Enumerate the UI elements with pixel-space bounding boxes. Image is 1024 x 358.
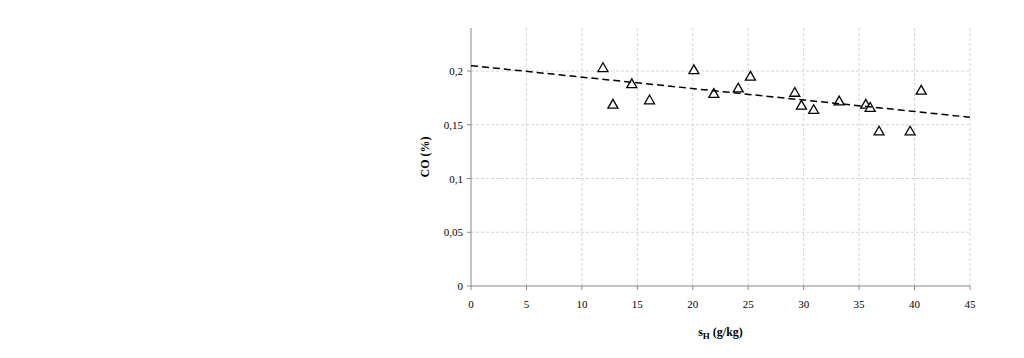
x-tick [970, 286, 971, 290]
y-tick [467, 124, 471, 125]
grid-line [637, 28, 638, 286]
plot-area [471, 63, 970, 135]
point [745, 71, 755, 80]
point [689, 65, 699, 74]
y-tick-label: 0,2 [449, 65, 463, 77]
x-tick-label: 0 [468, 298, 474, 310]
grid-line [748, 28, 749, 286]
y-tick [467, 232, 471, 233]
y-tick-label: 0 [458, 280, 464, 292]
x-tick-label: 45 [965, 298, 977, 310]
y-tick [467, 286, 471, 287]
grid-line [471, 71, 970, 72]
y-axis [471, 28, 472, 286]
x-tick-label: 30 [798, 298, 810, 310]
point [645, 95, 655, 104]
grid-line [471, 232, 970, 233]
x-tick-label: 20 [687, 298, 699, 310]
x-tick [692, 286, 693, 290]
grid-line [526, 28, 527, 286]
x-tick [471, 286, 472, 290]
grid-line [859, 28, 860, 286]
y-tick-label: 0,05 [444, 226, 464, 238]
x-tick-label: 15 [632, 298, 644, 310]
grid-line [914, 28, 915, 286]
chart: 0 0,05 0,1 0,15 0,2 0 5 10 15 20 25 30 35 40 45 sH (g/k… [0, 0, 1024, 358]
point [916, 85, 926, 94]
point [709, 89, 719, 98]
x-tick [748, 286, 749, 290]
x-tick [914, 286, 915, 290]
point [796, 100, 806, 109]
grid-line [803, 28, 804, 286]
x-tick-label: 10 [576, 298, 588, 310]
y-tick [467, 178, 471, 179]
trend-line [471, 66, 970, 118]
grid-line [581, 28, 582, 286]
point [809, 105, 819, 114]
x-tick [859, 286, 860, 290]
x-label-part: (g/kg) [710, 325, 743, 339]
x-tick-label: 35 [854, 298, 866, 310]
y-tick-label: 0,1 [449, 173, 463, 185]
x-tick-label: 25 [743, 298, 755, 310]
point [874, 126, 884, 135]
x-axis-label: sH (g/kg) [698, 325, 743, 341]
x-tick [581, 286, 582, 290]
x-tick-label: 40 [909, 298, 921, 310]
grid-line [970, 28, 971, 286]
x-tick-label: 5 [524, 298, 530, 310]
point [598, 63, 608, 72]
x-tick [637, 286, 638, 290]
point [790, 88, 800, 97]
x-tick [803, 286, 804, 290]
grid-line [471, 178, 970, 179]
x-tick [526, 286, 527, 290]
point [608, 99, 618, 108]
x-label-part: H [703, 331, 710, 341]
y-axis-label: CO (%) [418, 137, 432, 178]
x-axis [471, 286, 970, 287]
y-tick-label: 0,15 [444, 119, 464, 131]
y-tick [467, 71, 471, 72]
point [905, 126, 915, 135]
point [733, 83, 743, 92]
grid-line [471, 124, 970, 125]
